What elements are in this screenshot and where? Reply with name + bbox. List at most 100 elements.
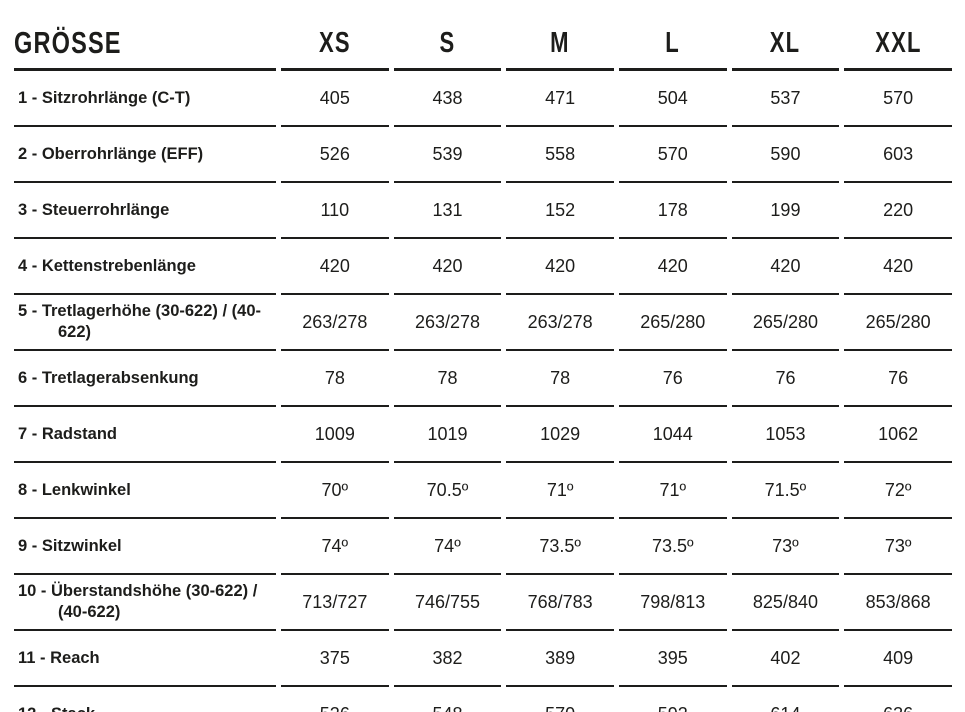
value-cell: 263/278: [393, 295, 502, 351]
value-cell: 71.5º: [731, 463, 840, 519]
value-cell: 420: [731, 239, 840, 295]
row-label: 2 - Oberrohrlänge (EFF): [14, 127, 276, 183]
row-label-text: 2 - Oberrohrlänge (EFF): [18, 144, 204, 163]
value-cell: 395: [618, 631, 727, 687]
size-column-header: S: [393, 6, 502, 71]
value-cell: 825/840: [731, 575, 840, 631]
value-cell: 471: [506, 71, 614, 127]
value-cell: 420: [506, 239, 614, 295]
table-row: 12 - Stack 526548570592614636: [14, 687, 952, 712]
value-cell: 1029: [506, 407, 614, 463]
value-cell: 504: [618, 71, 727, 127]
value-cell: 78: [506, 351, 614, 407]
size-column-label: XS: [318, 27, 351, 59]
value-cell: 70º: [281, 463, 389, 519]
row-label: 1 - Sitzrohrlänge (C-T): [14, 71, 276, 127]
value-cell: 265/280: [618, 295, 727, 351]
value-cell: 746/755: [393, 575, 502, 631]
value-cell: 592: [619, 687, 727, 712]
table-row: 11 - Reach 375 382 389 395 402 409: [14, 631, 952, 687]
value-cell: 1044: [618, 407, 727, 463]
size-column-label: S: [439, 27, 456, 59]
row-label-text: 12 - Stack: [18, 704, 276, 712]
table-row: 7 - Radstand 1009 1019 1029 1044 1053 1062: [14, 407, 952, 463]
value-cell: 265/280: [844, 295, 952, 351]
value-cell: 263/278: [506, 295, 614, 351]
row-label: 3 - Steuerrohrlänge: [14, 183, 276, 239]
value-cell: 375: [281, 631, 389, 687]
size-column-header: L: [618, 6, 727, 71]
table-row: 3 - Steuerrohrlänge 110 131 152 178 199 220: [14, 183, 952, 239]
row-label: 10 - Überstandshöhe (30-622) / (40-622): [14, 575, 276, 631]
row-label-text: 6 - Tretlagerabsenkung: [18, 368, 199, 387]
row-label-text: 7 - Radstand: [18, 424, 118, 443]
row-label-text: 5 - Tretlagerhöhe (30-622) / (40-622): [18, 302, 261, 341]
value-cell: 78: [393, 351, 502, 407]
size-column-label: XL: [770, 27, 801, 59]
value-cell: 389: [506, 631, 614, 687]
value-cell: 539: [393, 127, 502, 183]
value-cell: 131: [393, 183, 502, 239]
value-cell: 420: [618, 239, 727, 295]
table-header: GRÖSSE XS S M L XL XXL: [14, 6, 952, 71]
table-row: 9 - Sitzwinkel 74º 74º 73.5º 73.5º 73º 73º: [14, 519, 952, 575]
value-cell: 420: [393, 239, 502, 295]
value-cell: 73º: [844, 519, 952, 575]
row-label-text: 8 - Lenkwinkel: [18, 480, 131, 499]
size-column-header: XS: [281, 6, 389, 71]
value-cell: 73º: [731, 519, 840, 575]
value-cell: 1009: [281, 407, 389, 463]
value-cell: 72º: [844, 463, 952, 519]
value-cell: 199: [731, 183, 840, 239]
value-cell: 110: [281, 183, 389, 239]
value-cell: 526: [281, 127, 389, 183]
value-cell: 548: [394, 687, 502, 712]
value-cell: 74º: [281, 519, 389, 575]
value-cell: 74º: [393, 519, 502, 575]
value-cell: 590: [731, 127, 840, 183]
size-column-header: XXL: [844, 6, 952, 71]
value-cell: 402: [731, 631, 840, 687]
value-cell: 1053: [731, 407, 840, 463]
value-cell: 636: [844, 687, 952, 712]
value-cell: 409: [844, 631, 952, 687]
value-cell: 178: [618, 183, 727, 239]
size-column-label: XXL: [874, 27, 922, 59]
row-label-text: 3 - Steuerrohrlänge: [18, 200, 170, 219]
value-cell: 70.5º: [393, 463, 502, 519]
value-cell: 438: [393, 71, 502, 127]
value-cell: 78: [281, 351, 389, 407]
size-column-header: XL: [731, 6, 840, 71]
value-cell: 263/278: [281, 295, 389, 351]
header-row: GRÖSSE XS S M L XL XXL: [14, 6, 952, 71]
value-cell: 382: [393, 631, 502, 687]
value-cell: 570: [506, 687, 614, 712]
table-row: 5 - Tretlagerhöhe (30-622) / (40-622) 263…: [14, 295, 952, 351]
row-label-text: 11 - Reach: [18, 648, 100, 667]
value-cell: 1019: [393, 407, 502, 463]
value-cell: 614: [732, 687, 840, 712]
table-row: 10 - Überstandshöhe (30-622) / (40-622) 7…: [14, 575, 952, 631]
value-cell: 405: [281, 71, 389, 127]
value-cell: 152: [506, 183, 614, 239]
value-cell: 603: [844, 127, 952, 183]
table-row: 6 - Tretlagerabsenkung 78 78 78 76 76 76: [14, 351, 952, 407]
table-title: GRÖSSE: [14, 25, 122, 60]
table-body: 1 - Sitzrohrlänge (C-T) 405 438 471 504 537 57…: [14, 71, 952, 712]
value-cell: 76: [731, 351, 840, 407]
value-cell: 420: [844, 239, 952, 295]
row-label: 11 - Reach: [14, 631, 276, 687]
value-cell: 76: [618, 351, 727, 407]
value-cell: 73.5º: [506, 519, 614, 575]
row-label: 12 - Stack: [14, 687, 276, 712]
table-row: 1 - Sitzrohrlänge (C-T) 405 438 471 504 537 57…: [14, 71, 952, 127]
row-label: 5 - Tretlagerhöhe (30-622) / (40-622): [14, 295, 276, 351]
table-row: 8 - Lenkwinkel 70º 70.5º 71º 71º 71.5º 72º: [14, 463, 952, 519]
size-column-label: M: [550, 27, 570, 59]
table-row: 2 - Oberrohrlänge (EFF) 526 539 558 570 590 60…: [14, 127, 952, 183]
value-cell: 537: [731, 71, 840, 127]
value-cell: 76: [844, 351, 952, 407]
row-label: 6 - Tretlagerabsenkung: [14, 351, 276, 407]
row-label-text: 1 - Sitzrohrlänge (C-T): [18, 88, 191, 107]
